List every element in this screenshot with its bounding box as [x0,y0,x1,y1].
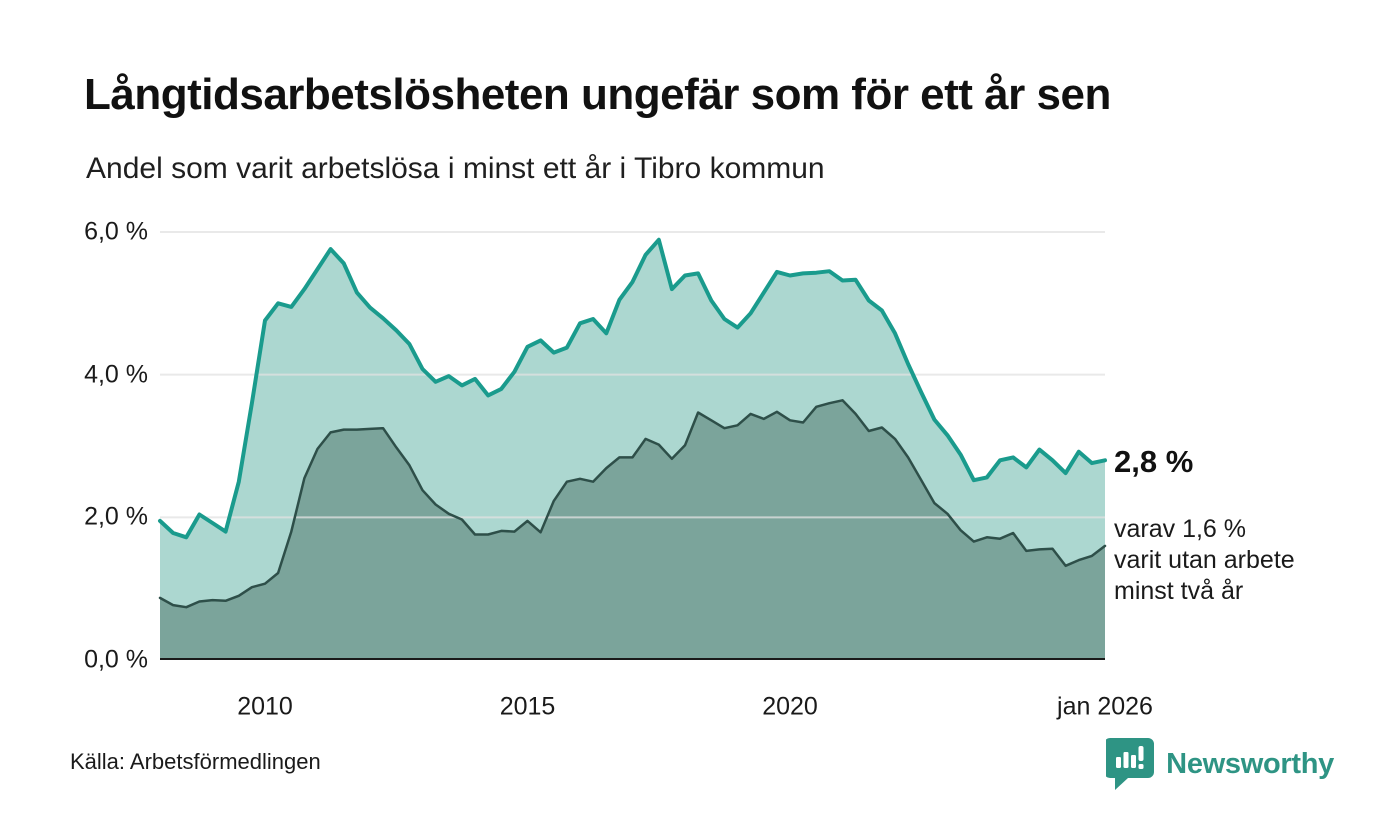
plot-area [158,231,1107,661]
page-subtitle: Andel som varit arbetslösa i minst ett å… [86,152,825,185]
series-fill-1 [160,400,1105,660]
end-value-annotation: 2,8 % varav 1,6 % varit utan arbete mins… [1114,444,1354,607]
brand-name: Newsworthy [1166,747,1334,780]
area-chart [158,231,1107,661]
source-note: Källa: Arbetsförmedlingen [70,749,321,774]
page-title: Långtidsarbetslösheten ungefär som för e… [84,70,1111,119]
end-value-label: 2,8 % [1114,444,1194,479]
series-line-1 [158,399,1107,609]
x-tick-label: 2020 [762,692,818,721]
newsworthy-logo-icon [1106,738,1155,790]
y-tick-label: 0,0 % [84,645,148,674]
y-tick-label: 4,0 % [84,360,148,389]
x-tick-label: 2010 [237,692,293,721]
y-tick-label: 6,0 % [84,217,148,246]
x-tick-label: jan 2026 [1057,692,1153,721]
end-value-detail: varav 1,6 % varit utan arbete minst två … [1114,515,1295,605]
x-tick-label: 2015 [499,692,556,721]
series-line-0 [158,237,1107,540]
y-tick-label: 2,0 % [84,502,148,531]
newsworthy-brand: Newsworthy [1106,736,1334,792]
